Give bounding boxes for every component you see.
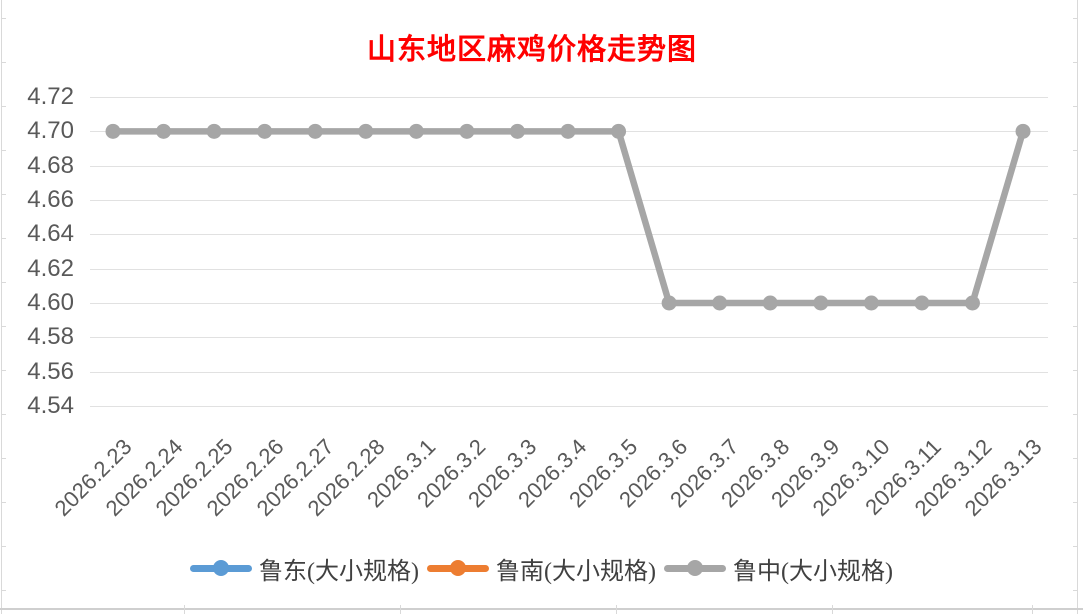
legend-label: 鲁南(大小规格) [496,558,656,585]
sheet-gridline-stub [2,414,6,415]
data-point-marker [307,123,323,139]
data-point-marker [914,295,930,311]
data-point-marker [358,123,374,139]
sheet-gridline-stub [2,546,6,547]
legend-item[interactable]: 鲁东(大小规格) [190,551,419,586]
sheet-gridline-stub [1073,414,1077,415]
data-point-marker [863,295,879,311]
y-axis-tick-label: 4.64 [27,220,74,248]
sheet-gridline-stub [2,194,6,195]
sheet-gridline-stub [184,605,185,614]
sheet-gridline-stub [1073,282,1077,283]
price-line [109,128,1027,307]
y-axis-tick-label: 4.56 [27,357,74,385]
sheet-gridline-stub [1032,605,1033,614]
data-point-marker [762,295,778,311]
sheet-gridline-stub [2,590,6,591]
data-point-marker [509,123,525,139]
sheet-gridline-stub [1073,106,1077,107]
sheet-gridline-stub [400,605,401,614]
legend: 鲁东(大小规格) 鲁南(大小规格) 鲁中(大小规格) [0,551,1083,585]
sheet-gridline-stub [2,458,6,459]
data-point-marker [661,295,677,311]
sheet-gridline-stub [1073,18,1077,19]
major-gridline [90,268,1048,270]
chart-title: 山东地区麻鸡价格走势图 [366,34,697,66]
sheet-gridline-left [1,0,2,614]
sheet-gridline-stub [1073,326,1077,327]
major-gridline [90,371,1048,373]
data-point-marker [560,123,576,139]
sheet-gridline-stub [2,370,6,371]
sheet-gridline-stub [1073,370,1077,371]
legend-line-marker-icon [190,560,253,576]
major-gridline [90,234,1048,236]
data-point-marker [964,295,980,311]
sheet-gridline-bottom [0,608,1083,610]
sheet-gridline-stub [2,238,6,239]
sheet-gridline-stub [1073,62,1077,63]
sheet-gridline-stub [2,18,6,19]
sheet-gridline-stub [1073,194,1077,195]
y-axis-tick-label: 4.58 [27,323,74,351]
data-point-marker [611,123,627,139]
sheet-gridline-stub [1073,238,1077,239]
sheet-gridline-stub [2,150,6,151]
sheet-gridline-stub [1073,150,1077,151]
y-axis-tick-label: 4.70 [27,117,74,145]
legend-item[interactable]: 鲁南(大小规格) [427,551,656,586]
data-point-marker [459,123,475,139]
legend-item[interactable]: 鲁中(大小规格) [663,551,893,586]
y-axis-tick-label: 4.66 [27,186,74,213]
sheet-gridline-right [1077,0,1078,614]
sheet-gridline-stub [2,282,6,283]
y-axis-tick-label: 4.72 [27,83,74,110]
legend-line-marker-icon [663,560,726,576]
sheet-gridline-stub [1073,590,1077,591]
data-point-marker [156,123,172,139]
sheet-gridline-stub [832,605,833,614]
y-axis-tick-label: 4.60 [27,289,74,316]
sheet-gridline-stub [1073,546,1077,547]
legend-dot-marker-icon [450,560,466,576]
y-axis-tick-label: 4.62 [27,254,74,282]
sheet-gridline-stub [2,502,6,503]
major-gridline [90,406,1048,407]
sheet-gridline-stub [1073,458,1077,459]
major-gridline [90,337,1048,339]
data-point-marker [813,295,829,311]
legend-dot-marker-icon [686,560,703,576]
legend-label: 鲁中(大小规格) [732,558,893,585]
data-point-marker [408,123,424,139]
data-point-marker [257,123,273,139]
y-axis-tick-label: 4.68 [27,151,74,179]
sheet-gridline-stub [2,62,6,63]
data-point-marker [712,295,728,311]
data-point-marker [206,123,222,139]
legend-dot-marker-icon [213,560,230,576]
legend-label: 鲁东(大小规格) [259,558,419,585]
sheet-gridline-stub [2,106,6,107]
y-axis-tick-label: 4.54 [27,392,74,419]
sheet-gridline-stub [616,605,617,614]
data-point-marker [1015,123,1031,139]
major-gridline [90,97,1048,98]
major-gridline [90,303,1048,304]
sheet-gridline-stub [1073,502,1077,503]
major-gridline [90,200,1048,201]
sheet-gridline-stub [2,326,6,327]
data-point-marker [105,123,121,139]
major-gridline [90,165,1048,167]
legend-line-marker-icon [427,560,489,576]
